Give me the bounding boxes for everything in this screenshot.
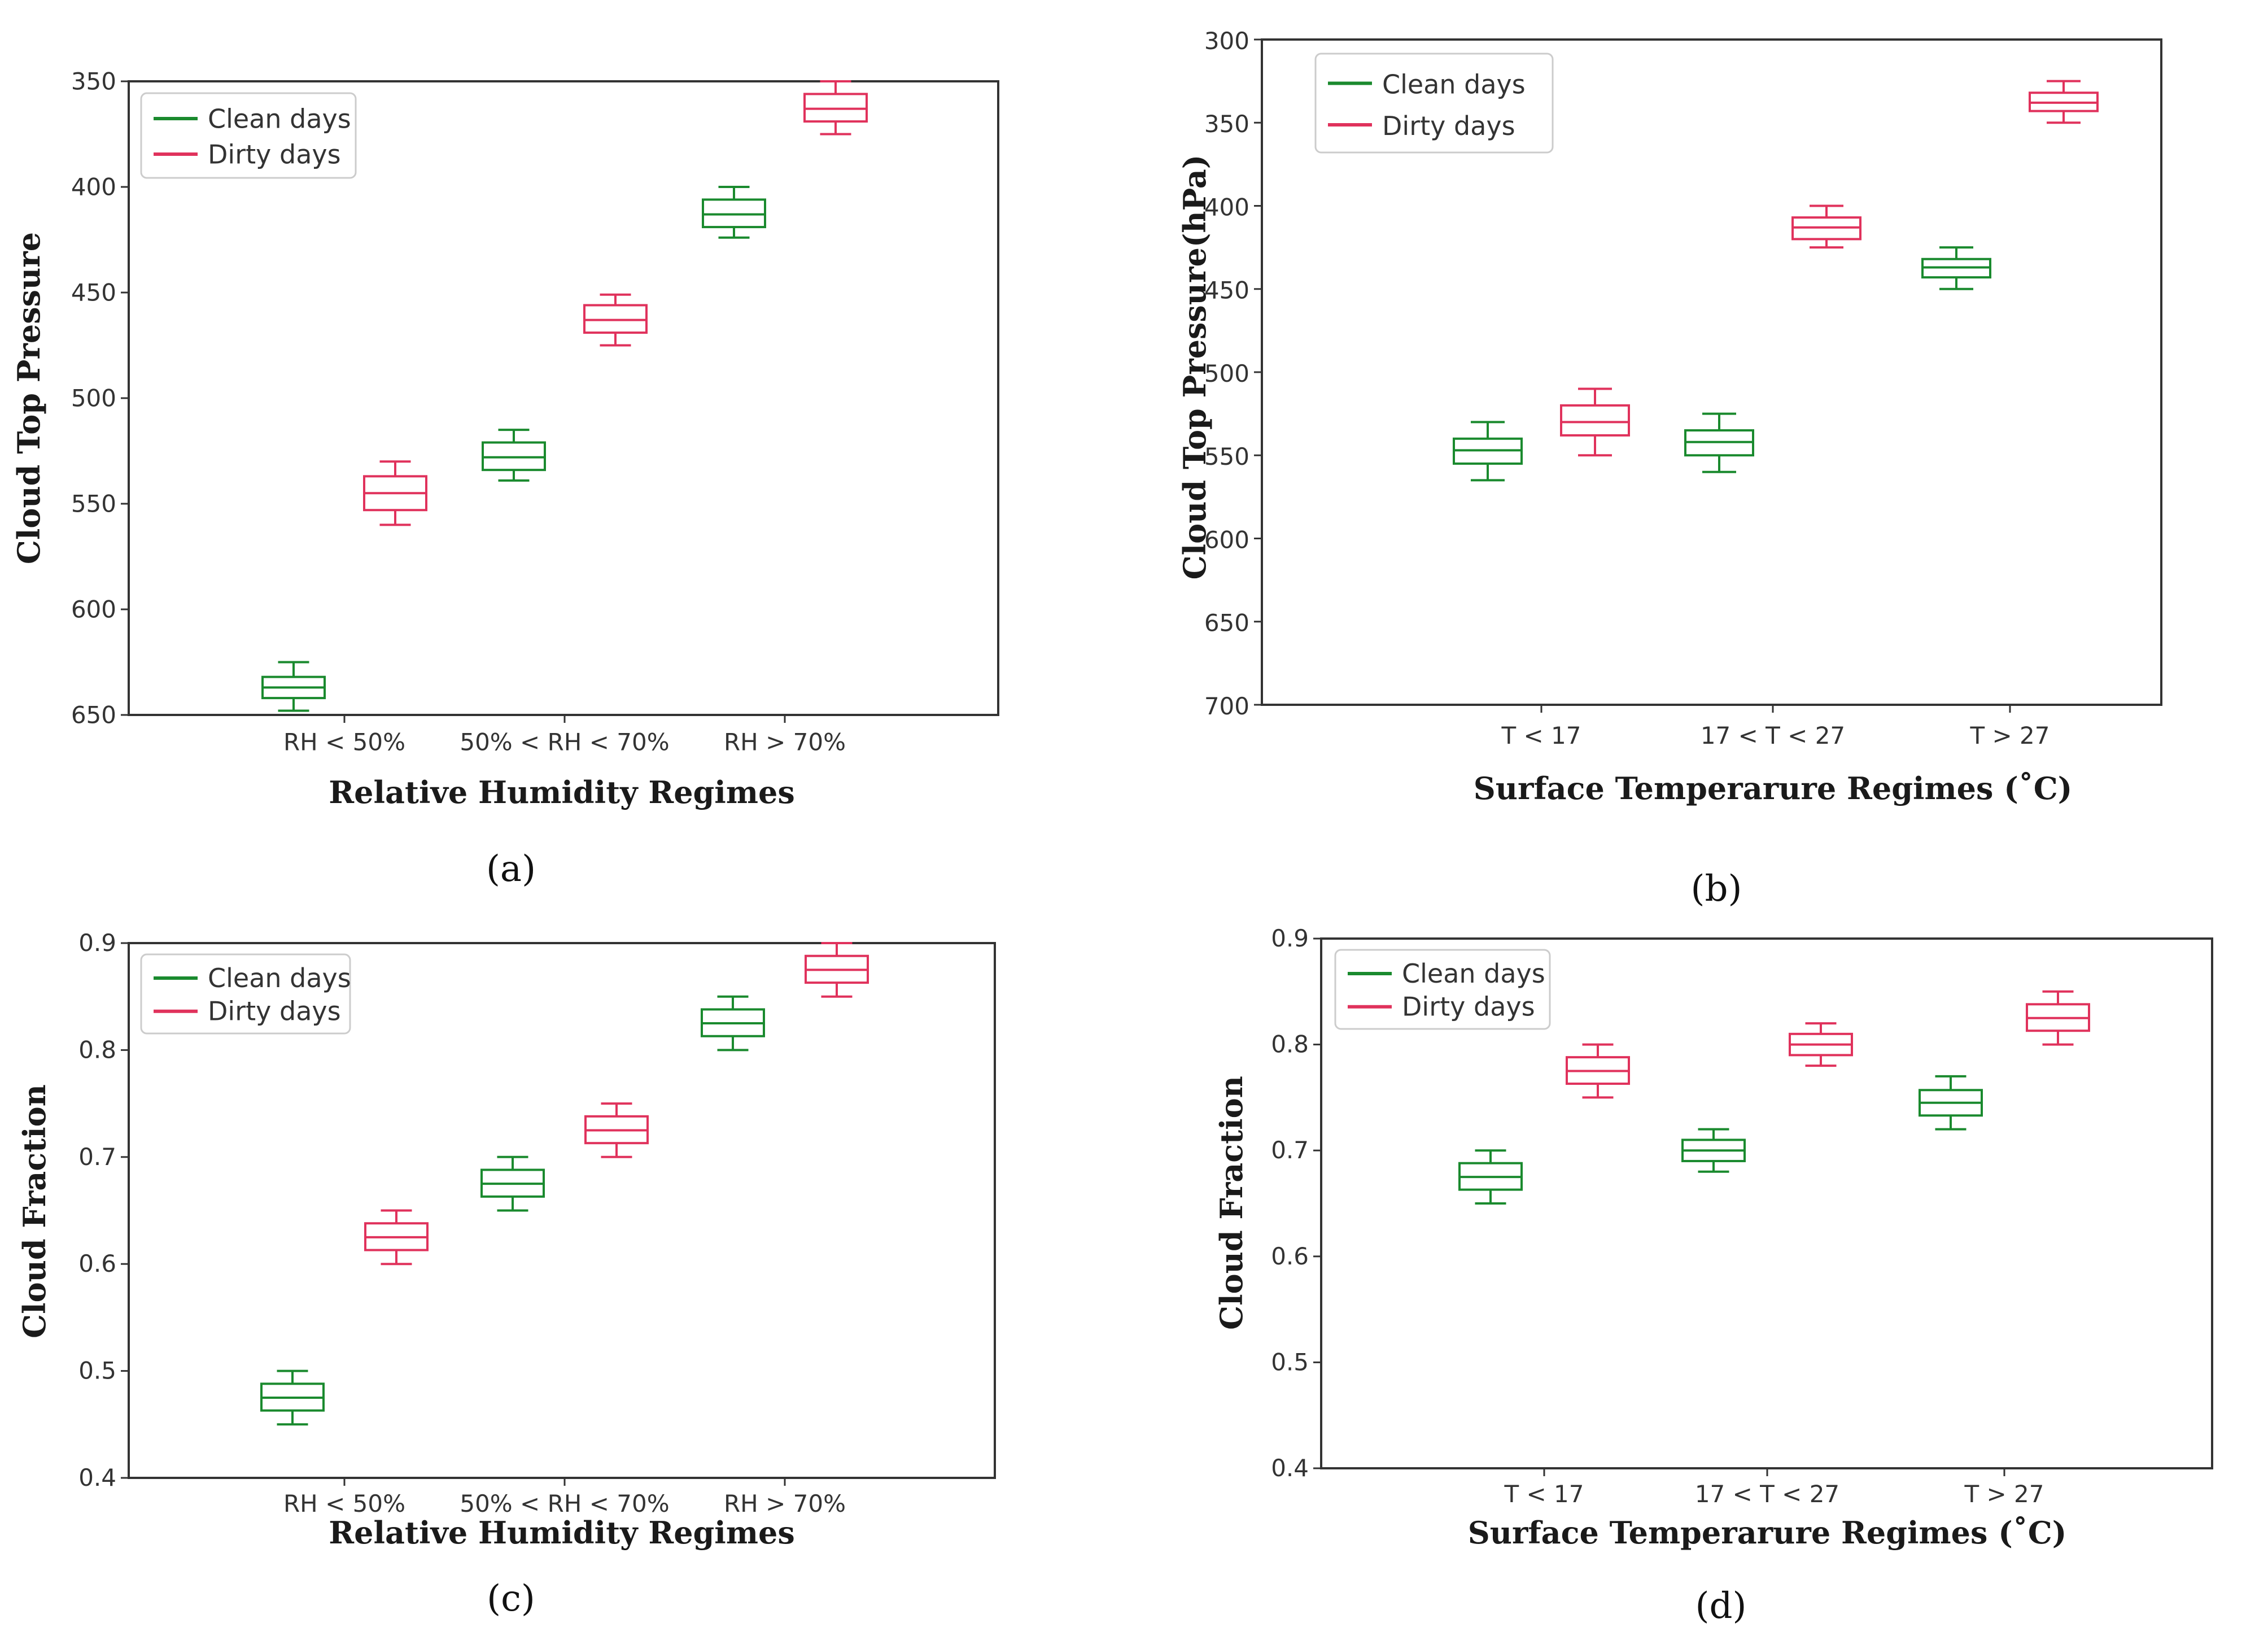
dirty-days-box xyxy=(363,460,427,526)
x-axis-title: Surface Temperarure Regimes (˚C) xyxy=(1474,770,2073,806)
y-tick-label: 650 xyxy=(1204,609,1249,637)
panel-caption: (b) xyxy=(1691,868,1742,910)
chart-panel-c: 0.4 0.5 0.6 0.7 0.8 0.9 RH < 50% 50% < RH < 70%… xyxy=(16,929,996,1620)
dirty-days-box xyxy=(2026,990,2090,1046)
dirty-days-box xyxy=(584,1102,649,1158)
clean-days-box xyxy=(261,661,326,712)
y-tick-label: 0.7 xyxy=(78,1143,116,1171)
y-tick-label: 400 xyxy=(1204,193,1249,221)
legend-label: Clean days xyxy=(1382,69,1526,100)
y-tick-label: 450 xyxy=(71,279,116,307)
clean-days-box xyxy=(260,1369,325,1426)
x-tick-label: RH < 50% xyxy=(283,728,405,756)
legend-label: Dirty days xyxy=(208,996,341,1027)
legend-box xyxy=(1334,949,1551,1030)
x-tick-label: T > 27 xyxy=(1970,722,2050,749)
legend-label: Clean days xyxy=(208,963,351,993)
y-tick-label: 550 xyxy=(1204,443,1249,470)
y-tick-label: 0.6 xyxy=(78,1250,116,1277)
y-tick-label: 0.9 xyxy=(1271,924,1309,952)
x-tick-label: 50% < RH < 70% xyxy=(460,728,669,756)
y-tick-label: 350 xyxy=(71,68,116,95)
chart-panel-b: 300 350 400 450 500 550 600 650 700 T < 17 17 < T … xyxy=(1177,27,2162,910)
y-tick-label: 0.6 xyxy=(1271,1242,1309,1270)
y-tick-label: 450 xyxy=(1204,277,1249,304)
legend: Clean days Dirty days xyxy=(140,92,357,179)
y-tick-label: 400 xyxy=(71,173,116,201)
y-tick-label: 600 xyxy=(1204,526,1249,553)
x-tick-label: T > 27 xyxy=(1964,1480,2044,1508)
y-tick-label: 0.4 xyxy=(78,1464,116,1491)
x-axis-title: Relative Humidity Regimes xyxy=(329,774,794,810)
x-tick-label: 50% < RH < 70% xyxy=(460,1490,669,1517)
clean-days-box xyxy=(702,186,766,239)
clean-days-box xyxy=(701,995,765,1052)
legend-box xyxy=(140,92,357,179)
legend-label: Dirty days xyxy=(208,139,341,170)
panel-caption: (d) xyxy=(1695,1585,1747,1627)
x-tick-label: RH > 70% xyxy=(724,728,846,756)
dirty-days-box xyxy=(1791,204,1861,249)
y-axis-title: Cloud Top Pressure(hPa) xyxy=(1177,155,1213,580)
y-tick-label: 0.7 xyxy=(1271,1136,1309,1164)
clean-days-box xyxy=(1681,1128,1746,1173)
y-tick-label: 600 xyxy=(71,596,116,623)
dirty-days-box xyxy=(1789,1022,1853,1067)
x-tick-label: 17 < T < 27 xyxy=(1695,1480,1839,1508)
x-axis-title: Relative Humidity Regimes xyxy=(329,1515,794,1551)
legend-label: Clean days xyxy=(1402,958,1545,989)
dirty-days-box xyxy=(2029,80,2099,124)
x-tick-label: RH < 50% xyxy=(283,1490,405,1517)
y-axis-title: Cloud Fraction xyxy=(1213,1076,1249,1330)
legend-box xyxy=(140,953,351,1035)
y-tick-label: 500 xyxy=(1204,360,1249,387)
clean-days-box xyxy=(1684,412,1754,473)
y-tick-label: 0.5 xyxy=(78,1357,116,1385)
legend-label: Dirty days xyxy=(1382,111,1515,141)
y-tick-label: 0.5 xyxy=(1271,1348,1309,1376)
dirty-days-box xyxy=(805,942,869,998)
panel-caption: (a) xyxy=(486,848,536,890)
plot-frame xyxy=(128,942,996,1479)
clean-days-box xyxy=(1921,246,1991,290)
dirty-days-box xyxy=(583,293,648,347)
dirty-days-box xyxy=(1566,1043,1630,1099)
x-tick-label: T < 17 xyxy=(1504,1480,1584,1508)
clean-days-box xyxy=(480,1155,545,1212)
legend-label: Clean days xyxy=(208,104,351,134)
y-tick-label: 300 xyxy=(1204,27,1249,55)
y-tick-label: 500 xyxy=(71,385,116,412)
y-tick-label: 0.8 xyxy=(78,1036,116,1063)
clean-days-box xyxy=(1458,1149,1523,1205)
box-iqr xyxy=(1560,404,1630,437)
dirty-days-box xyxy=(803,80,868,136)
x-tick-label: 17 < T < 27 xyxy=(1701,722,1845,749)
panel-caption: (c) xyxy=(487,1578,535,1620)
clean-days-box xyxy=(1453,421,1523,482)
x-tick-label: T < 17 xyxy=(1501,722,1581,749)
y-tick-label: 650 xyxy=(71,701,116,729)
y-tick-label: 0.9 xyxy=(78,929,116,957)
clean-days-box xyxy=(482,429,546,482)
chart-panel-d: 0.4 0.5 0.6 0.7 0.8 0.9 T < 17 17 < T < 27 T > 2… xyxy=(1213,924,2213,1627)
x-tick-label: RH > 70% xyxy=(724,1490,846,1517)
dirty-days-box xyxy=(364,1209,429,1266)
clean-days-box xyxy=(1919,1075,1983,1131)
x-axis-title: Surface Temperarure Regimes (˚C) xyxy=(1468,1515,2067,1551)
y-tick-label: 700 xyxy=(1204,692,1249,720)
y-tick-label: 350 xyxy=(1204,110,1249,138)
legend-label: Dirty days xyxy=(1402,992,1535,1022)
legend: Clean days Dirty days xyxy=(1314,53,1554,154)
chart-panel-a: 350 400 450 500 550 600 650 RH < 50% 50% < RH < … xyxy=(11,68,999,890)
dirty-days-box xyxy=(1560,387,1630,457)
y-axis-title: Cloud Top Pressure xyxy=(11,232,47,564)
y-tick-label: 550 xyxy=(71,490,116,518)
legend-box xyxy=(1314,53,1554,154)
y-axis-title: Cloud Fraction xyxy=(16,1084,53,1338)
y-tick-label: 0.8 xyxy=(1271,1031,1309,1058)
y-tick-label: 0.4 xyxy=(1271,1454,1309,1482)
